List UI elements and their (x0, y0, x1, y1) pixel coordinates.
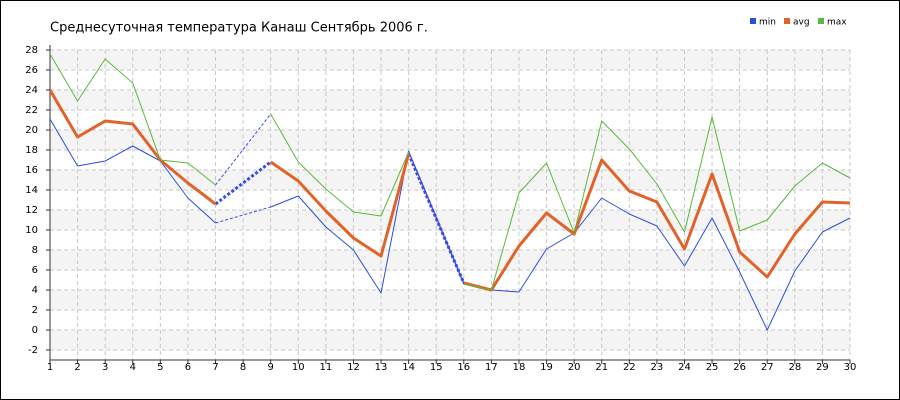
band (50, 130, 850, 150)
gap-bridge (408, 151, 465, 285)
series-line (48, 89, 851, 292)
band (50, 250, 850, 270)
x-tick-label: 9 (268, 362, 274, 373)
y-tick-label: 6 (32, 265, 38, 276)
y-tick-label: 20 (25, 125, 38, 136)
y-tick-label: 26 (25, 65, 38, 76)
y-tick-label: 2 (32, 305, 38, 316)
y-tick-label: 22 (25, 105, 38, 116)
band (50, 210, 850, 230)
x-tick-label: 23 (651, 362, 664, 373)
x-tick-label: 13 (375, 362, 388, 373)
x-tick-label: 16 (457, 362, 470, 373)
gap-bridge (214, 160, 272, 206)
x-tick-label: 10 (292, 362, 305, 373)
legend-label: avg (793, 18, 810, 28)
y-tick-label: 28 (25, 45, 38, 56)
x-tick-label: 30 (844, 362, 857, 373)
y-tick-label: 14 (25, 185, 38, 196)
band (50, 170, 850, 190)
legend-swatch (784, 18, 790, 24)
band (50, 90, 850, 110)
y-tick-label: 10 (25, 225, 38, 236)
y-tick-label: 18 (25, 145, 38, 156)
x-tick-label: 11 (319, 362, 332, 373)
x-tick-label: 12 (347, 362, 360, 373)
x-tick-label: 20 (568, 362, 581, 373)
x-tick-label: 15 (430, 362, 443, 373)
series-line (49, 118, 851, 331)
y-tick-label: 0 (32, 325, 38, 336)
chart-title: Среднесуточная температура Канаш Сентябр… (50, 21, 428, 36)
x-tick-label: 14 (402, 362, 415, 373)
x-tick-label: 21 (595, 362, 608, 373)
x-tick-label: 22 (623, 362, 636, 373)
x-tick-label: 19 (540, 362, 553, 373)
legend-label: min (759, 18, 776, 28)
series-line (49, 53, 851, 291)
x-tick-label: 5 (157, 362, 163, 373)
y-tick-label: 16 (25, 165, 38, 176)
x-tick-label: 1 (47, 362, 53, 373)
legend-label: max (827, 18, 847, 28)
gap-bridge (215, 206, 271, 224)
band (50, 330, 850, 350)
x-tick-label: 25 (706, 362, 719, 373)
x-tick-label: 26 (733, 362, 746, 373)
y-tick-label: 24 (25, 85, 38, 96)
x-tick-label: 4 (130, 362, 136, 373)
legend-swatch (818, 18, 824, 24)
y-tick-label: 8 (32, 245, 38, 256)
band (50, 290, 850, 310)
y-tick-label: -2 (28, 345, 38, 356)
x-tick-label: 2 (74, 362, 80, 373)
x-tick-label: 6 (185, 362, 191, 373)
legend-swatch (750, 18, 756, 24)
x-tick-label: 24 (678, 362, 691, 373)
x-tick-label: 28 (788, 362, 801, 373)
y-tick-label: 4 (32, 285, 38, 296)
x-tick-label: 8 (240, 362, 246, 373)
x-tick-label: 3 (102, 362, 108, 373)
band (50, 50, 850, 70)
x-tick-label: 17 (485, 362, 498, 373)
y-tick-label: 12 (25, 205, 38, 216)
x-tick-label: 18 (513, 362, 526, 373)
x-tick-label: 29 (816, 362, 829, 373)
x-tick-label: 27 (761, 362, 774, 373)
x-tick-label: 7 (212, 362, 218, 373)
